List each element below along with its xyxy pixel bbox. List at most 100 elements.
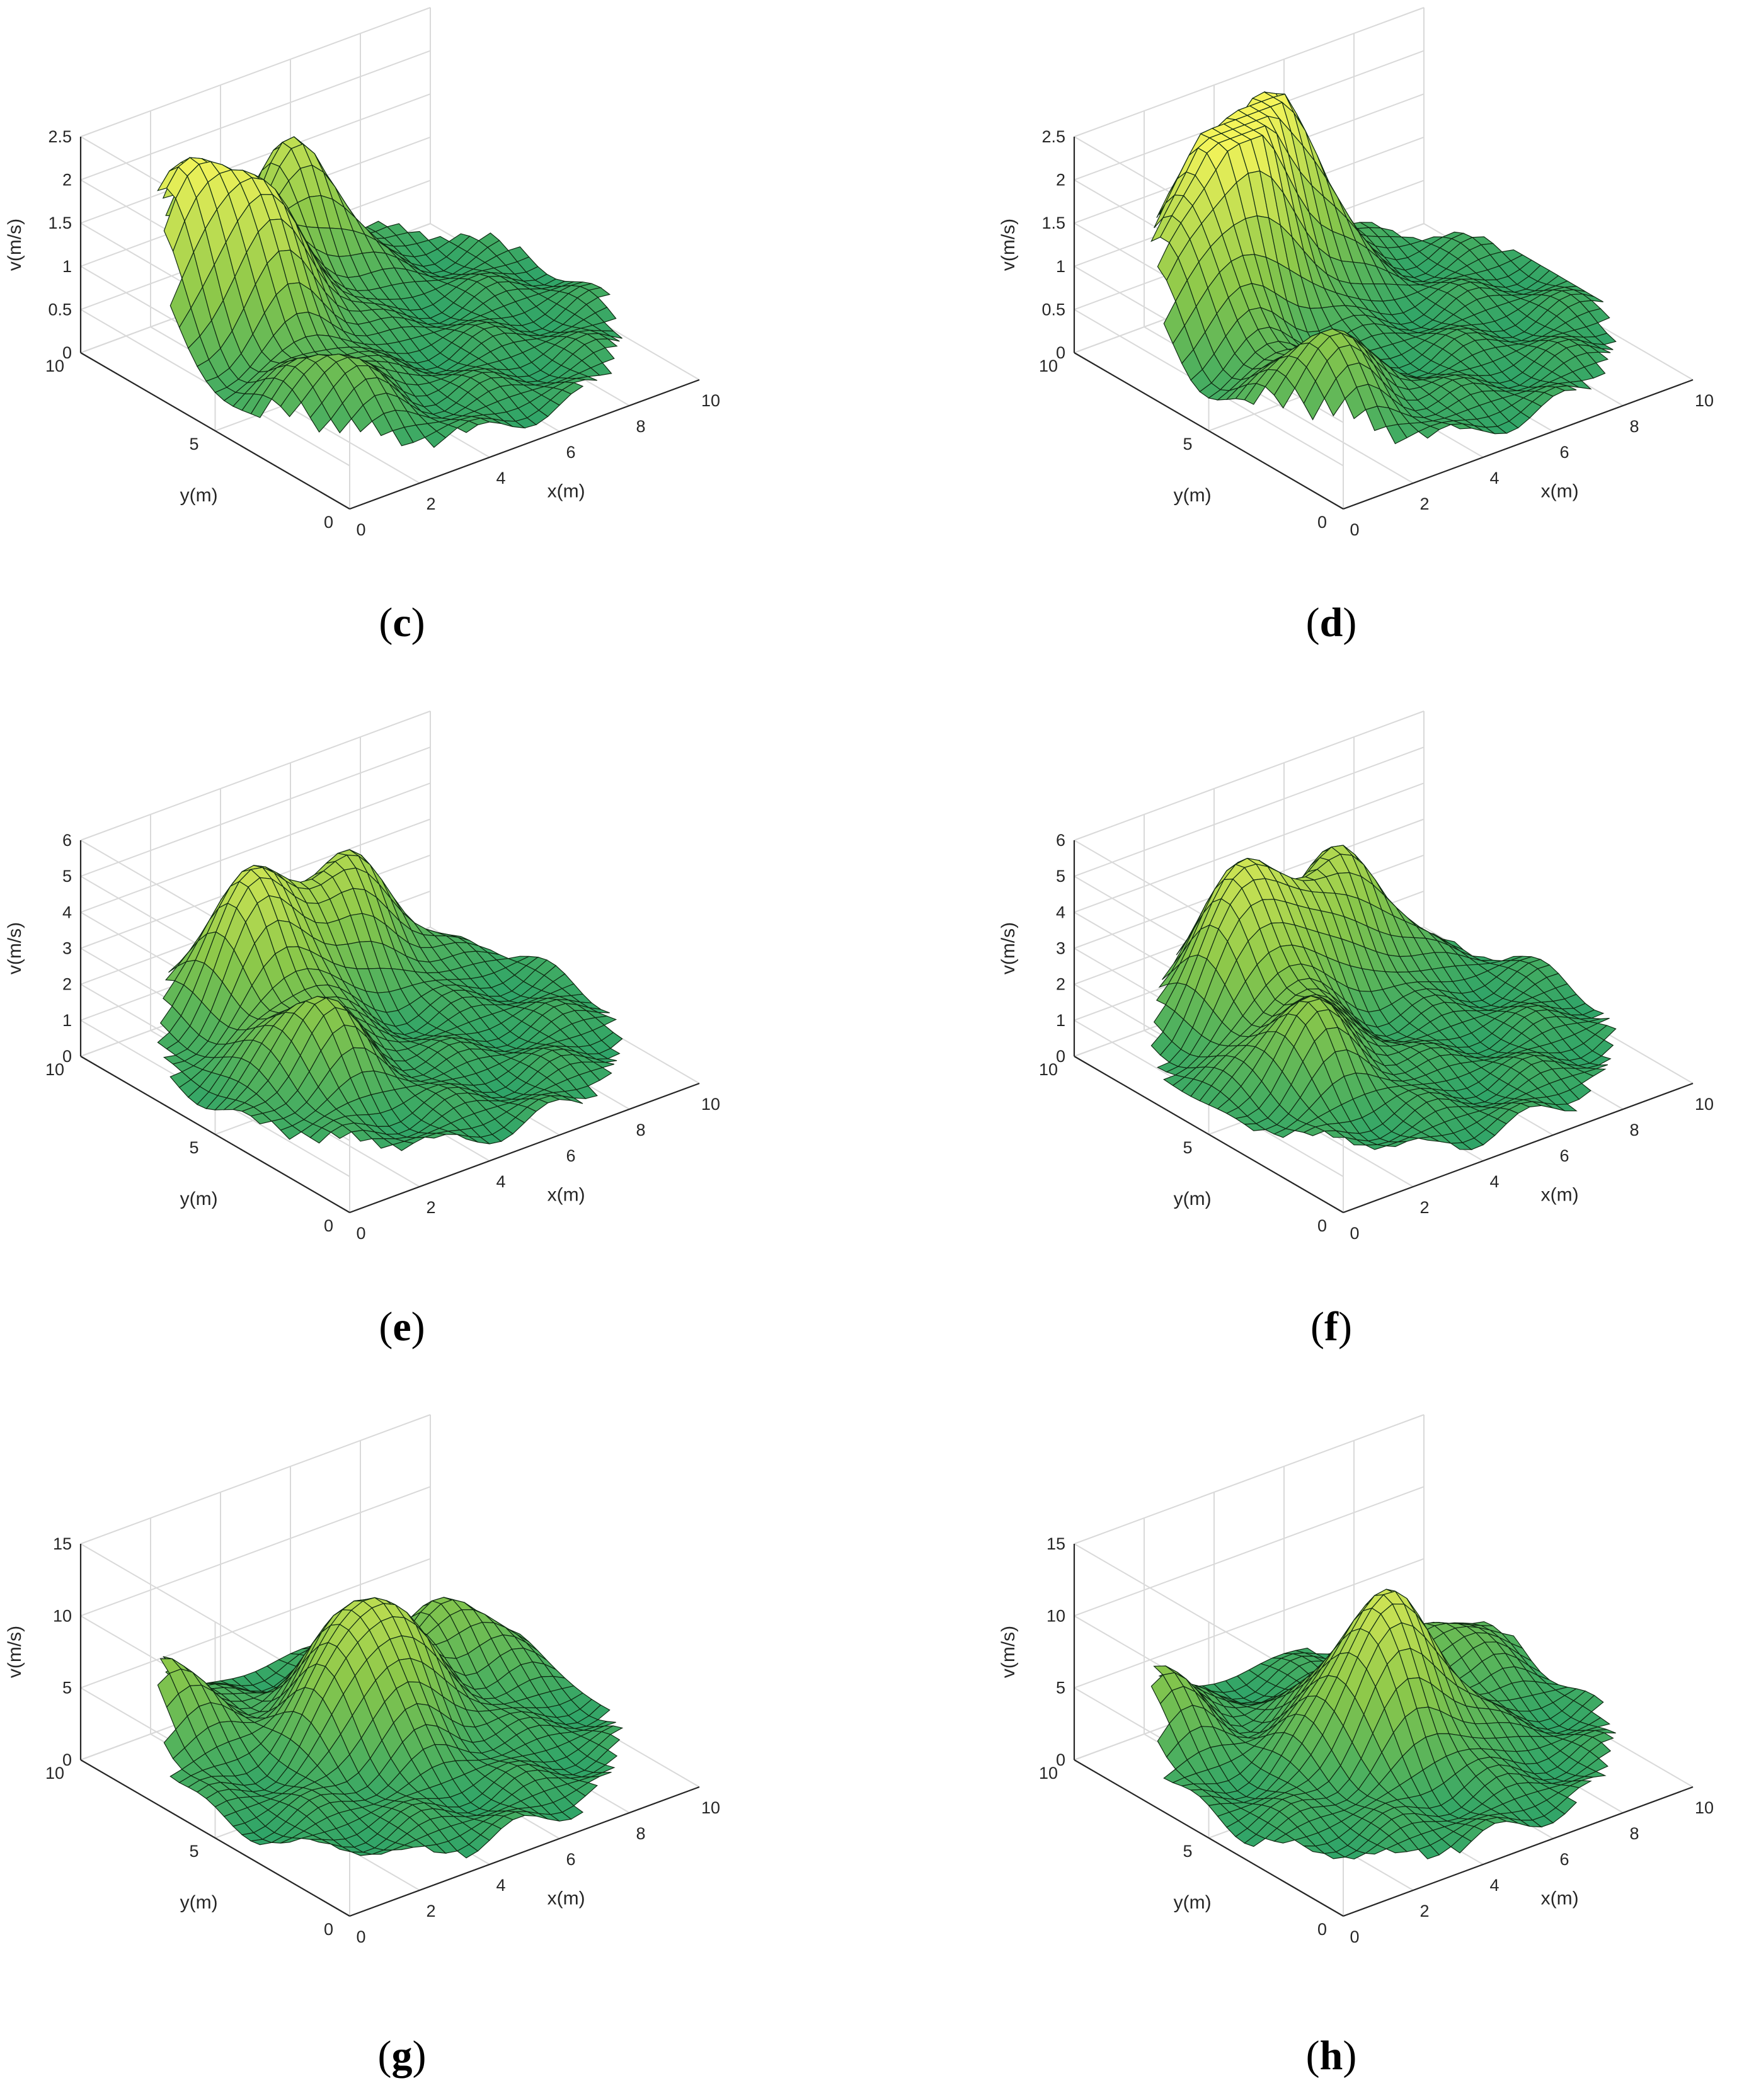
x-tick-label: 10 [1695,391,1714,410]
z-tick-label: 0 [1056,343,1065,362]
wall-gridline-z [1074,710,1425,841]
x-tick-label: 8 [1629,1824,1639,1843]
y-axis-line [1074,1759,1344,1917]
z-tick-label: 0 [62,1047,72,1066]
surface-cell [575,1085,598,1099]
z-axis-label: v(m/s) [4,922,25,974]
z-tick-label: 5 [1056,867,1065,886]
x-axis-line [1343,1082,1694,1214]
surface-cell [1586,1064,1608,1070]
surface-mesh [157,1597,624,1859]
z-tick-label: 4 [1056,903,1065,922]
wall-gridline-z [80,710,431,841]
x-tick-label: 0 [356,520,365,539]
axis-lines [1073,1544,1694,1917]
z-tick-label: 6 [62,831,72,850]
surface-cell [599,333,620,342]
x-tick-label: 0 [1350,520,1359,539]
y-tick-label: 0 [1317,1216,1327,1235]
surface-cell [1588,1717,1611,1728]
surface-cell [588,1007,610,1013]
y-axis-label: y(m) [180,485,218,506]
x-axis-line [1343,1786,1694,1917]
y-tick-label: 0 [324,1216,333,1235]
surface-cell [598,1047,621,1059]
wall-gridline-z [80,93,431,224]
surface-cell [1595,1729,1616,1733]
y-tick-label: 5 [189,1138,198,1157]
y-axis-line [1074,1056,1344,1213]
z-tick-label: 0 [62,1750,72,1769]
z-tick-label: 3 [62,939,72,958]
x-tick-label: 0 [1350,1927,1359,1946]
surface-cell [588,287,611,298]
z-tick-label: 2 [1056,171,1065,190]
surface-cell [588,1704,611,1720]
z-axis-label: v(m/s) [998,219,1019,271]
y-tick-label: 5 [189,1842,198,1861]
axis-lines [79,1544,700,1917]
surface-cell [1569,1083,1591,1100]
x-tick-label: 8 [636,417,645,436]
wall-gridline-z [80,1486,431,1617]
x-axis-label: x(m) [1541,1184,1579,1205]
z-tick-label: 10 [53,1606,72,1625]
z-tick-label: 2 [62,171,72,190]
surface-mesh [157,136,622,448]
panel-label: (g) [378,2033,427,2079]
x-tick-label: 4 [496,1172,505,1191]
surface-cell [1569,380,1592,390]
panel-label: (h) [1306,2033,1357,2079]
axis-lines [79,840,700,1214]
z-tick-label: 5 [1056,1679,1065,1698]
wall-gridline-z [1074,1558,1425,1689]
y-tick-label: 10 [45,1764,64,1783]
x-axis-line [349,379,700,510]
surface-cell [590,1067,612,1081]
wall-gridline-z [1074,1414,1425,1544]
axis-lines [1073,840,1694,1214]
z-tick-label: 0 [1056,1750,1065,1769]
surface-cell [1586,1757,1609,1772]
surface-cell [592,1764,616,1773]
surface-cell [1592,343,1614,350]
surface-cell [1555,1796,1577,1815]
x-tick-label: 8 [1629,1121,1639,1139]
surface-cell [595,338,618,348]
surface-cell [594,307,617,323]
surface-cell [1569,1779,1592,1788]
x-tick-label: 6 [566,1850,575,1869]
x-axis-line [1343,379,1694,510]
surface-cell [1556,385,1577,391]
x-tick-label: 8 [1629,417,1639,436]
z-tick-label: 0.5 [1041,300,1065,319]
z-tick-label: 10 [1047,1606,1065,1625]
z-tick-label: 1.5 [48,214,72,232]
z-tick-label: 2.5 [1041,127,1065,146]
x-tick-label: 0 [1350,1224,1359,1243]
wall-gridline-z [1074,7,1425,137]
wall-gridline-z [80,782,431,913]
y-tick-label: 5 [189,435,198,454]
wall-gridline-z [1074,746,1425,877]
y-tick-label: 0 [324,513,333,532]
wall-gridline-z [1074,1486,1425,1617]
surface-mesh [1150,845,1617,1150]
z-tick-label: 0.5 [48,300,72,319]
y-tick-label: 10 [45,1060,64,1079]
surface-cell [575,1782,598,1796]
z-tick-label: 1 [1056,257,1065,276]
x-tick-label: 6 [1559,443,1569,462]
x-tick-label: 2 [1419,1198,1429,1217]
x-axis-label: x(m) [548,1888,585,1909]
z-axis-label: v(m/s) [998,922,1019,974]
y-axis-line [80,352,350,510]
y-tick-label: 10 [45,357,64,375]
